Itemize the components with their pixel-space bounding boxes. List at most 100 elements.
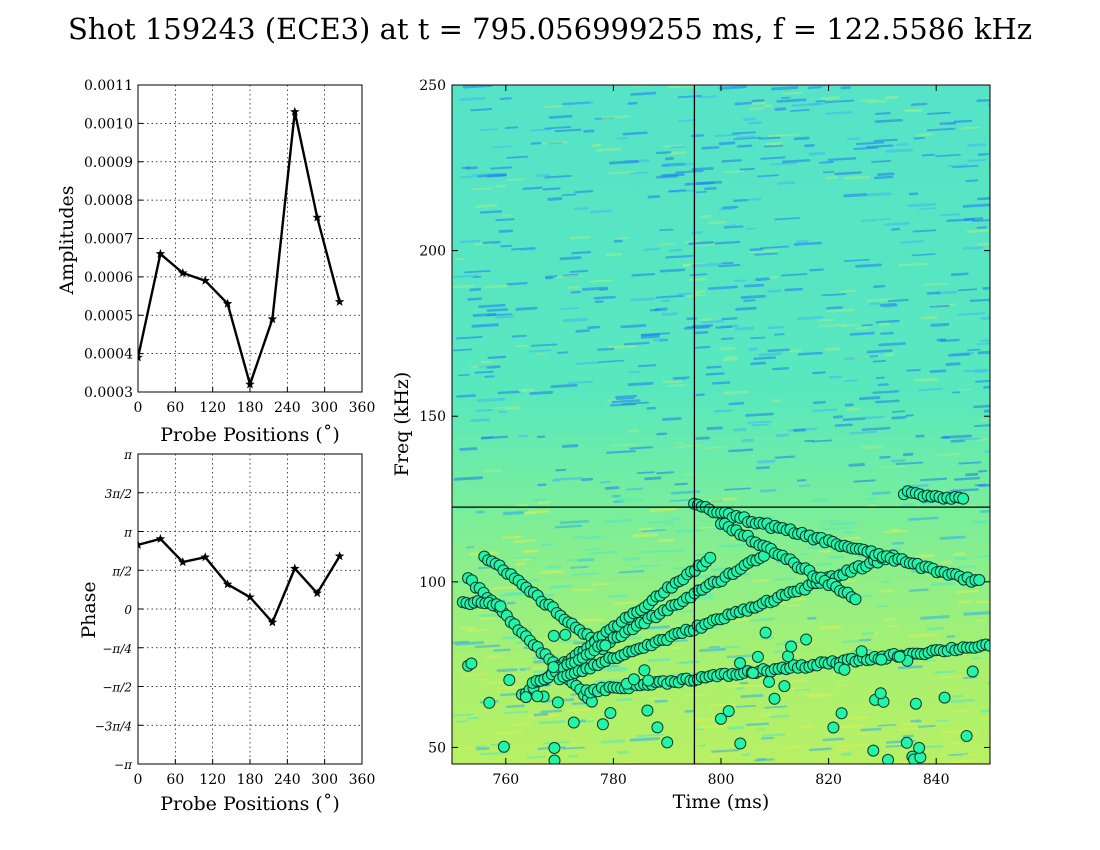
spectrogram-streak	[695, 718, 714, 722]
spectrogram-streak	[479, 616, 496, 621]
spectrogram-streak	[526, 755, 547, 759]
amplitudes-point	[245, 379, 255, 389]
spectrogram-streak	[548, 114, 573, 119]
spectrogram-streak	[715, 325, 733, 329]
spectrogram-streak	[714, 133, 742, 137]
spectrogram-mode-marker	[827, 721, 840, 734]
spectrogram-mode-marker	[938, 691, 951, 704]
spectrogram-streak	[987, 682, 990, 685]
spectrogram-streak	[667, 85, 698, 89]
phase-point	[222, 579, 233, 589]
spectrogram-streak	[781, 91, 803, 95]
spectrogram-streak	[708, 703, 737, 707]
spectrogram-streak	[513, 722, 531, 727]
spectrogram-streak	[622, 556, 641, 561]
spectrogram-streak	[808, 151, 826, 156]
spectrogram-streak	[877, 723, 897, 727]
spectrogram-streak	[843, 175, 871, 180]
spectrogram-streak	[980, 316, 990, 320]
spectrogram-streak	[571, 251, 592, 255]
spectrogram-streak	[780, 273, 808, 277]
spectrogram-streak	[810, 498, 830, 503]
spectrogram-streak	[536, 714, 560, 718]
spectrogram-streak	[935, 154, 961, 158]
spectrogram-streak	[811, 439, 833, 443]
spectrogram-streak	[797, 351, 823, 356]
spectrogram-streak	[684, 693, 707, 697]
spectrogram-streak	[974, 483, 986, 487]
spectrogram-streak	[631, 272, 656, 277]
spectrogram-streak	[963, 368, 989, 373]
spectrogram-streak	[511, 247, 536, 251]
spectrogram-streak	[789, 349, 802, 353]
spectrogram-streak	[962, 246, 983, 250]
spectrogram-streak	[918, 207, 937, 210]
spectrogram-streak	[905, 109, 922, 113]
spectrogram-streak	[808, 694, 835, 698]
spectrogram-streak	[466, 716, 480, 720]
spectrogram-streak	[614, 394, 638, 399]
phase-y-tick-label: 0	[124, 603, 132, 617]
spectrogram-streak	[561, 193, 577, 197]
spectrogram-streak	[490, 586, 517, 590]
spectrogram-streak	[808, 747, 832, 752]
amplitudes-x-tick-label: 300	[311, 400, 338, 416]
spectrogram-mode-marker	[519, 691, 532, 704]
spectrogram-streak	[482, 240, 501, 245]
spectrogram-streak	[834, 171, 862, 176]
spectrogram-streak	[926, 111, 951, 115]
spectrogram-streak	[613, 601, 639, 605]
spectrogram-mode-marker	[596, 718, 609, 731]
spectrogram-streak	[917, 387, 944, 392]
spectrogram-streak	[476, 747, 490, 751]
spectrogram-streak	[627, 381, 654, 387]
spectrogram-streak	[617, 750, 629, 754]
spectrogram-streak	[809, 268, 824, 272]
amplitudes-x-ticks: 0 60 120 180 240 300 360	[134, 387, 376, 416]
spectrogram-streak	[644, 625, 671, 630]
spectrogram-streak	[674, 482, 688, 486]
spectrogram-streak	[887, 298, 909, 303]
spectrogram-streak	[885, 744, 905, 748]
spectrogram-streak	[480, 435, 509, 440]
spectrogram-streak	[748, 198, 762, 201]
spectrogram-streak	[695, 190, 707, 194]
amplitudes-y-tick-label: 0.0006	[84, 270, 133, 286]
spectrogram-streak	[497, 390, 522, 395]
spectrogram-streak	[687, 574, 718, 579]
spectrogram-streak	[452, 284, 475, 289]
amplitudes-y-ticks: 0.0003 0.0004 0.0005 0.0006 0.0007 0.0008 0.00…	[84, 78, 143, 401]
spectrogram-streak	[574, 207, 589, 211]
amplitudes-grid	[137, 84, 363, 393]
spectrogram-streak	[747, 420, 773, 424]
spectrogram-streak	[983, 385, 990, 389]
spectrogram-streak	[721, 159, 743, 163]
spectrogram-streak	[866, 349, 893, 354]
spectrogram-streak	[583, 129, 595, 133]
spectrogram-streak	[636, 733, 664, 738]
spectrogram-streak	[723, 645, 740, 649]
spectrogram-streak	[705, 372, 725, 376]
spectrogram-streak	[929, 304, 950, 308]
spectrogram-mode-marker	[599, 639, 612, 652]
spectrogram-y-tick-label: 100	[419, 575, 446, 591]
spectrogram-streak	[920, 615, 950, 620]
spectrogram-streak	[506, 282, 528, 286]
spectrogram-streak	[515, 344, 529, 348]
spectrogram-streak	[662, 379, 684, 384]
spectrogram-streak	[623, 341, 650, 346]
spectrogram-streak	[520, 248, 537, 252]
spectrogram-streak	[980, 418, 990, 422]
spectrogram-streak	[798, 725, 814, 729]
spectrogram-streak	[827, 308, 855, 313]
amplitudes-x-tick-label: 360	[349, 400, 376, 416]
spectrogram-streak	[616, 497, 634, 501]
phase-series	[138, 533, 345, 627]
spectrogram-streak	[589, 550, 618, 555]
spectrogram-streak	[686, 294, 706, 298]
spectrogram-streak	[861, 415, 885, 420]
spectrogram-streak	[708, 646, 721, 649]
spectrogram-streak	[559, 256, 582, 261]
spectrogram-streak	[880, 331, 894, 335]
spectrogram-streak	[891, 410, 906, 413]
